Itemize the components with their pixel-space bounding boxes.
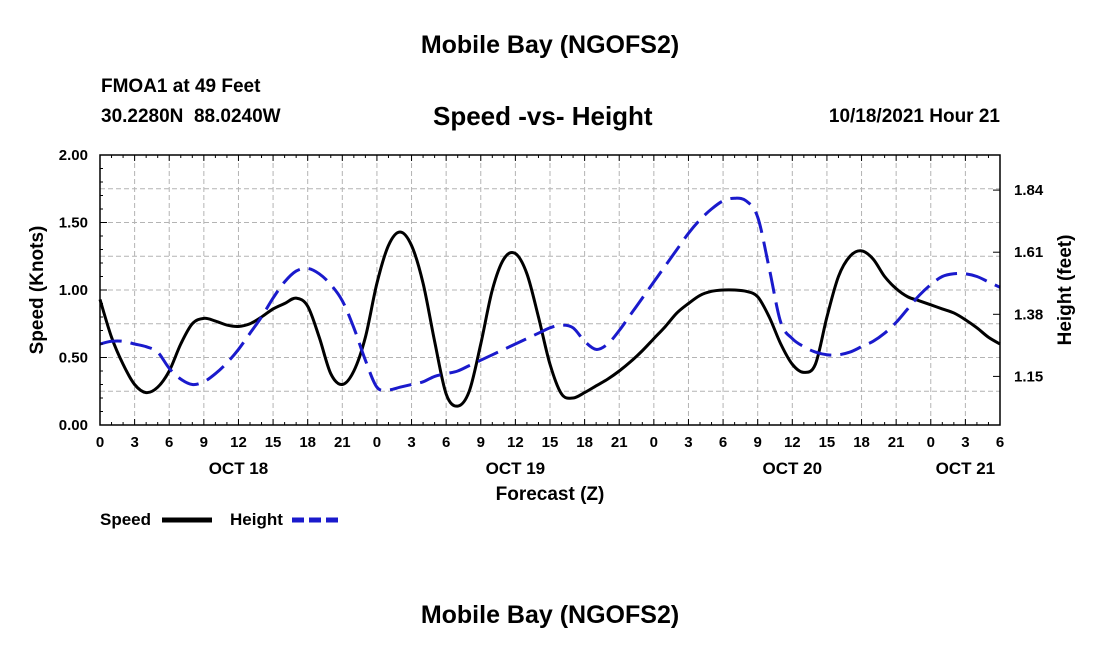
x-tick-label: 3	[407, 434, 415, 451]
x-tick-label: 12	[230, 434, 247, 451]
y2-tick-label: 1.15	[1014, 368, 1043, 385]
y2-tick-label: 1.61	[1014, 244, 1043, 261]
x-tick-label: 3	[130, 434, 138, 451]
grid	[100, 155, 1000, 425]
height-series-line	[99, 196, 1001, 392]
date-label: OCT 21	[936, 459, 996, 478]
axis-labels: 0 3 6 9 12 15 18 21 0 3 6 9 12 15 18 21 0 3 6 9 12 15 18 21 0 3 6 0…	[27, 147, 1076, 505]
x-tick-label: 9	[200, 434, 208, 451]
series-layer	[98, 196, 1001, 408]
x-tick-label: 6	[996, 434, 1004, 451]
x-tick-label: 0	[650, 434, 658, 451]
x-tick-label: 9	[754, 434, 762, 451]
station-coords: 30.2280N 88.0240W	[101, 106, 281, 127]
x-axis-title: Forecast (Z)	[496, 484, 605, 505]
x-tick-label: 12	[507, 434, 524, 451]
y-tick-label: 0.00	[59, 417, 88, 434]
x-tick-label: 3	[961, 434, 969, 451]
y2-tick-label: 1.38	[1014, 306, 1043, 323]
tick-layer	[99, 154, 1001, 426]
x-tick-label: 6	[442, 434, 450, 451]
date-label: OCT 20	[763, 459, 823, 478]
x-tick-label: 21	[888, 434, 905, 451]
y-tick-label: 2.00	[59, 147, 88, 164]
y-tick-label: 1.50	[59, 215, 88, 232]
legend-height-label: Height	[230, 510, 283, 529]
legend: Speed Height	[100, 510, 342, 529]
station-label: FMOA1 at 49 Feet	[101, 76, 261, 97]
page-title: Mobile Bay (NGOFS2)	[420, 31, 680, 59]
speed-series-line	[98, 230, 1001, 408]
x-tick-label: 15	[265, 434, 282, 451]
x-tick-label: 0	[96, 434, 104, 451]
x-tick-label: 6	[165, 434, 173, 451]
x-tick-label: 0	[373, 434, 381, 451]
legend-speed-label: Speed	[100, 510, 151, 529]
x-tick-label: 18	[299, 434, 316, 451]
x-tick-label: 18	[853, 434, 870, 451]
x-tick-label: 21	[334, 434, 351, 451]
y-tick-label: 0.50	[59, 350, 88, 367]
footer-title: Mobile Bay (NGOFS2)	[420, 601, 680, 629]
x-tick-label: 0	[927, 434, 935, 451]
x-tick-label: 12	[784, 434, 801, 451]
forecast-timestamp: 10/18/2021 Hour 21	[828, 106, 1000, 127]
x-tick-label: 15	[542, 434, 559, 451]
y2-tick-label: 1.84	[1014, 182, 1044, 199]
x-tick-label: 3	[684, 434, 692, 451]
x-tick-label: 15	[819, 434, 836, 451]
x-tick-label: 21	[611, 434, 628, 451]
date-label: OCT 18	[209, 459, 269, 478]
y-axis-title: Speed (Knots)	[27, 226, 48, 355]
date-label: OCT 19	[486, 459, 546, 478]
x-tick-label: 9	[477, 434, 485, 451]
x-tick-label: 18	[576, 434, 593, 451]
y-tick-label: 1.00	[59, 282, 88, 299]
x-tick-label: 6	[719, 434, 727, 451]
y2-axis-title: Height (feet)	[1055, 235, 1076, 346]
chart-subtitle: Speed -vs- Height	[433, 101, 653, 131]
